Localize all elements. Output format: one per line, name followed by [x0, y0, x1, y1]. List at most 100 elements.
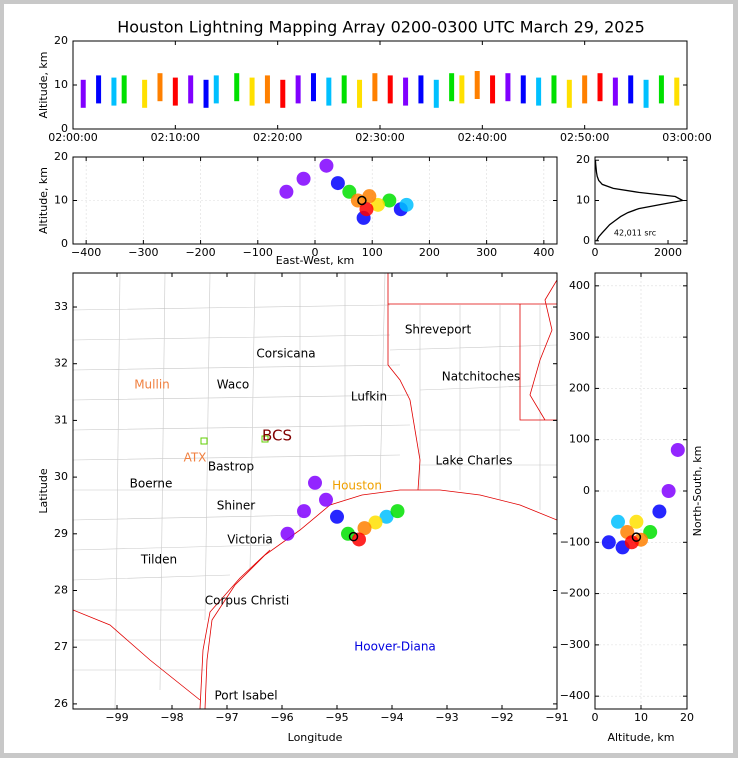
source-cluster — [631, 532, 642, 542]
y-tick-label: 0 — [583, 484, 590, 497]
plot-area — [601, 442, 685, 555]
source-column — [203, 79, 209, 108]
source-cluster — [280, 526, 295, 541]
source-column — [111, 77, 117, 106]
x-tick-label: −400 — [71, 246, 101, 259]
radar-site — [261, 435, 269, 443]
y-tick-label: 400 — [569, 279, 590, 292]
y-axis-label: Altitude, km — [37, 51, 50, 118]
city-label: Hoover-Diana — [354, 640, 436, 654]
y-tick-label: 32 — [54, 357, 68, 370]
source-column — [505, 73, 511, 102]
y-tick-label: 0 — [61, 122, 68, 135]
source-cluster — [652, 504, 667, 519]
source-column — [597, 73, 603, 102]
source-column — [490, 75, 496, 104]
source-column — [234, 73, 240, 102]
source-column — [403, 77, 409, 106]
map-base — [73, 273, 557, 709]
x-tick-label: 02:40:00 — [458, 131, 507, 144]
source-column — [188, 75, 194, 104]
source-cluster — [370, 197, 385, 212]
source-cluster — [348, 531, 359, 542]
x-tick-label: 300 — [476, 246, 497, 259]
city-label: Lake Charles — [436, 454, 513, 468]
y-tick-label: 100 — [569, 433, 590, 446]
source-column — [142, 79, 148, 108]
source-cluster — [330, 176, 345, 191]
source-column — [612, 77, 618, 106]
plot-area — [280, 475, 405, 547]
x-tick-label: 10 — [634, 711, 648, 724]
source-column — [566, 79, 572, 108]
source-cluster — [629, 514, 644, 529]
source-cluster — [362, 189, 377, 204]
axes-frame — [72, 156, 558, 245]
source-cluster — [296, 171, 311, 186]
source-cluster — [643, 525, 658, 540]
source-column — [372, 73, 378, 102]
y-tick-label: −300 — [560, 638, 590, 651]
x-tick-label: −300 — [128, 246, 158, 259]
source-cluster — [279, 184, 294, 199]
x-tick-label: −95 — [325, 711, 348, 724]
source-column — [80, 79, 86, 108]
source-cluster — [319, 158, 334, 173]
source-column — [213, 75, 219, 104]
city-label: Victoria — [227, 533, 273, 547]
source-column — [357, 79, 363, 108]
source-count: 42,011 src — [614, 229, 656, 238]
y-axis-label: North-South, km — [691, 446, 704, 537]
x-tick-label: −98 — [160, 711, 183, 724]
axes-frame — [594, 272, 688, 710]
source-column — [536, 77, 542, 106]
y-tick-label: 28 — [54, 584, 68, 597]
source-cluster — [342, 184, 357, 199]
source-column — [172, 77, 178, 106]
y-tick-label: 10 — [54, 78, 68, 91]
source-column — [280, 79, 286, 108]
y-tick-label: 10 — [54, 194, 68, 207]
y-tick-label: 30 — [54, 470, 68, 483]
source-column — [157, 73, 163, 102]
y-tick-label: 20 — [54, 150, 68, 163]
axes-frame — [72, 272, 558, 710]
source-column — [96, 75, 102, 104]
source-column — [674, 77, 680, 106]
source-cluster — [379, 509, 394, 524]
x-axis-label: Longitude — [288, 731, 343, 744]
x-tick-label: 03:00:00 — [662, 131, 711, 144]
city-label: Shiner — [217, 499, 256, 513]
city-label: Lufkin — [351, 390, 387, 404]
coastline-inner — [199, 549, 271, 709]
y-tick-label: 33 — [54, 300, 68, 313]
source-column — [582, 75, 588, 104]
source-cluster — [308, 475, 322, 490]
city-label: Shreveport — [405, 323, 472, 337]
chart-title: Houston Lightning Mapping Array 0200-030… — [117, 18, 645, 37]
x-tick-label: −96 — [270, 711, 293, 724]
state-border — [73, 273, 557, 701]
x-tick-label: −99 — [105, 711, 128, 724]
source-cluster — [382, 193, 397, 208]
county-lines — [73, 273, 557, 709]
y-tick-label: −100 — [560, 535, 590, 548]
y-tick-label: 300 — [569, 330, 590, 343]
source-cluster — [368, 515, 383, 530]
x-tick-label: 0 — [592, 711, 599, 724]
source-column — [520, 75, 526, 104]
x-tick-label: 400 — [533, 246, 554, 259]
city-label: Port Isabel — [214, 689, 277, 703]
source-cluster — [624, 535, 639, 550]
source-column — [264, 75, 270, 104]
source-column — [310, 73, 316, 102]
source-cluster — [611, 514, 625, 529]
y-tick-label: 29 — [54, 527, 68, 540]
x-tick-label: −100 — [243, 246, 273, 259]
source-cluster — [670, 442, 685, 457]
y-tick-label: 26 — [54, 697, 68, 710]
source-cluster — [390, 504, 405, 519]
city-label: BCS — [262, 427, 292, 445]
city-label: Corsicana — [256, 347, 315, 361]
source-column — [387, 75, 393, 104]
